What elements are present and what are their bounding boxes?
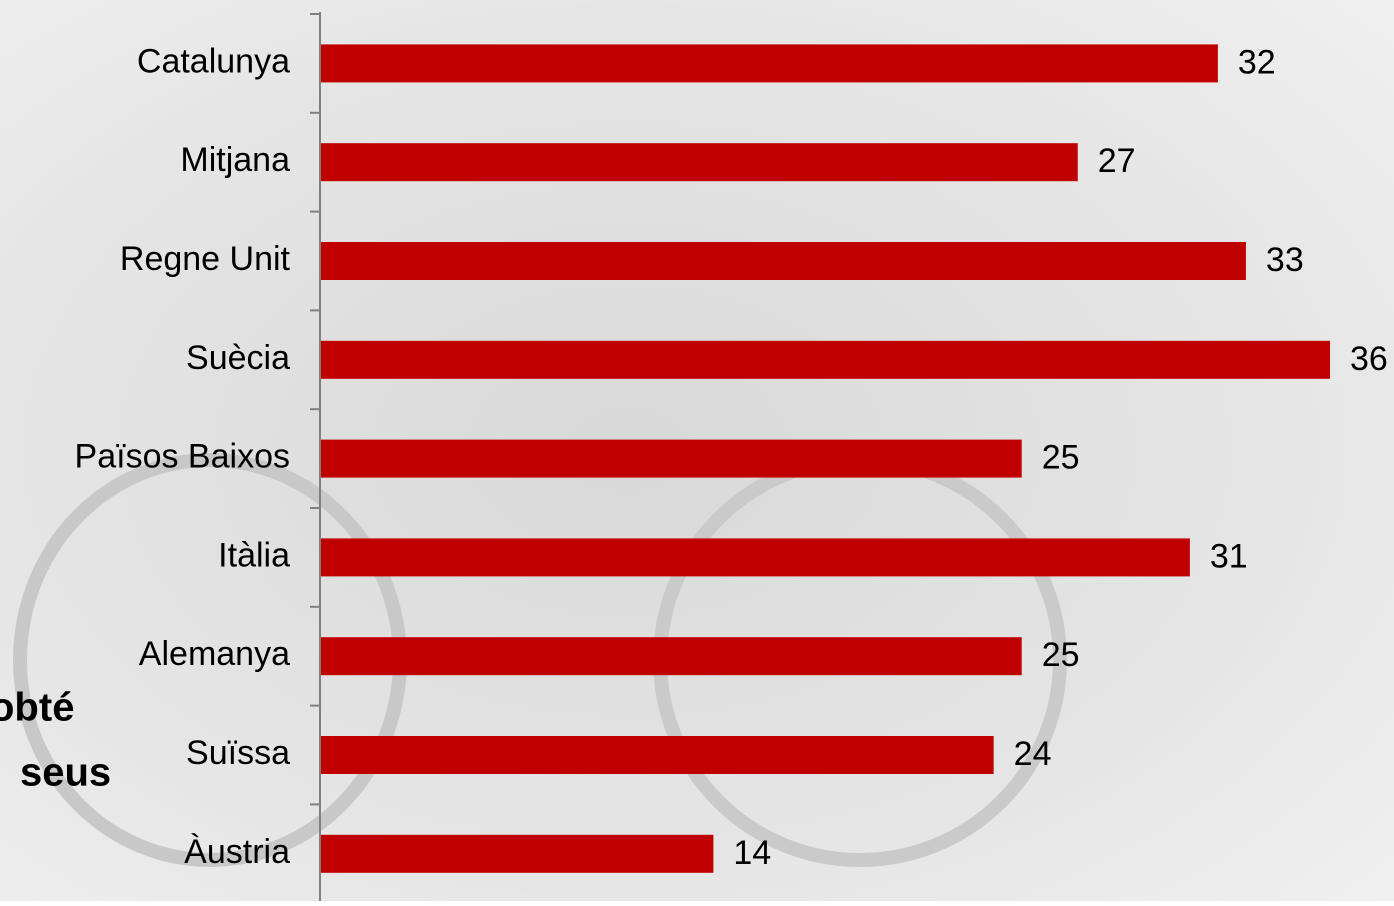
bar (321, 439, 1022, 478)
category-label: Països Baixos (75, 438, 290, 476)
category-label: Àustria (184, 833, 290, 871)
bar (321, 143, 1078, 182)
value-label: 14 (733, 834, 771, 872)
bar (321, 834, 714, 873)
value-label: 27 (1098, 142, 1136, 180)
value-label: 25 (1042, 439, 1080, 477)
category-label: Suïssa (186, 734, 290, 772)
category-label: Itàlia (218, 536, 290, 574)
bar (321, 637, 1022, 676)
category-label: Suècia (186, 339, 290, 377)
value-label: 25 (1042, 636, 1080, 674)
category-label: Catalunya (137, 42, 290, 80)
background-text: obté (0, 686, 74, 730)
category-label: Regne Unit (120, 240, 291, 278)
background-text: seus (20, 751, 111, 795)
bar (321, 44, 1218, 83)
value-label: 36 (1350, 340, 1388, 378)
value-label: 32 (1238, 43, 1276, 81)
bar (321, 242, 1246, 280)
value-label: 24 (1014, 735, 1052, 773)
category-label: Mitjana (180, 141, 290, 179)
category-label: Alemanya (139, 635, 290, 673)
bar (321, 340, 1330, 379)
value-label: 33 (1266, 241, 1304, 279)
value-label: 31 (1210, 537, 1248, 575)
bar (321, 736, 994, 774)
bar (321, 538, 1190, 577)
